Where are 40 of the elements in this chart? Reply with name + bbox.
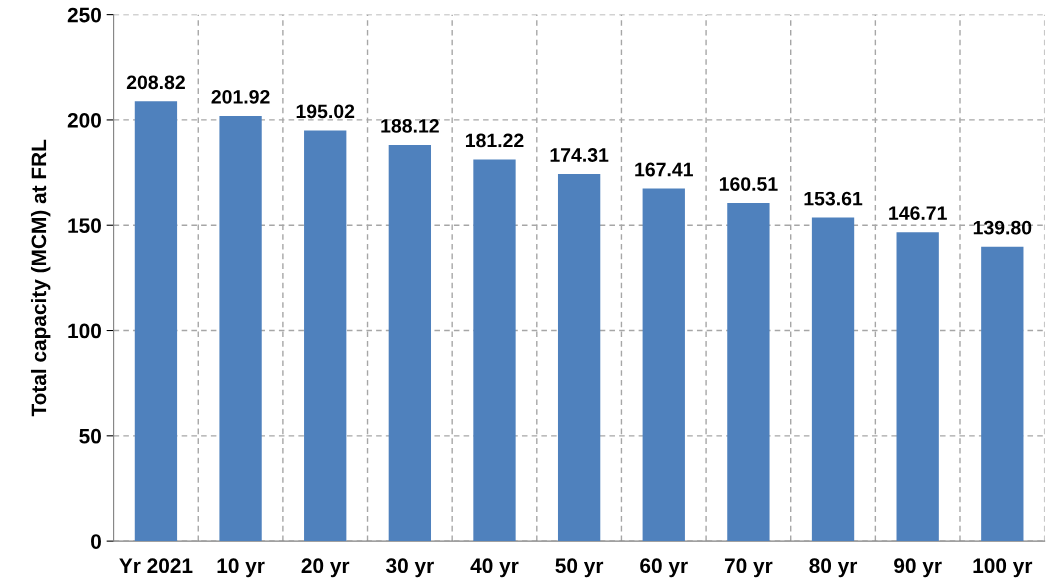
y-axis-title: Total capacity (MCM) at FRL [30, 139, 51, 417]
data-label: 181.22 [465, 133, 524, 148]
x-tick-label: Yr 2021 [119, 558, 193, 574]
x-tick-label: 40 yr [470, 558, 519, 578]
bar [896, 232, 939, 542]
data-label: 167.41 [635, 162, 693, 177]
x-tick-label: 30 yr [386, 558, 434, 578]
y-tick-label: 50 [79, 428, 101, 444]
bar [981, 246, 1024, 542]
x-tick-label: 50 yr [555, 558, 604, 578]
bar [811, 217, 855, 542]
data-label: 153.61 [804, 191, 863, 206]
x-tick-label: 20 yr [301, 558, 350, 578]
x-tick-label: 70 yr [724, 558, 773, 578]
bar [642, 188, 685, 542]
data-label: 188.12 [381, 119, 439, 133]
bar [134, 101, 178, 542]
bar [473, 159, 516, 542]
bar [557, 174, 601, 542]
data-label: 160.51 [719, 177, 778, 191]
x-tick-label: 60 yr [640, 558, 688, 578]
y-tick-label: 150 [68, 218, 101, 233]
bar [727, 203, 770, 542]
y-tick-label: 200 [67, 112, 101, 128]
data-label: 146.71 [889, 206, 947, 220]
x-tick-label: 90 yr [894, 558, 942, 578]
x-tick-label: 10 yr [217, 558, 265, 578]
x-tick-label: 100 yr [973, 558, 1033, 578]
bar [219, 115, 262, 542]
data-label: 208.82 [126, 75, 185, 90]
data-label: 174.31 [550, 148, 609, 162]
data-label: 139.80 [973, 220, 1032, 235]
y-tick-label: 250 [67, 7, 101, 23]
y-tick-label: 100 [68, 323, 101, 339]
bar [304, 130, 347, 542]
data-label: 201.92 [211, 89, 270, 104]
y-tick-label: 0 [91, 534, 101, 549]
bar [388, 144, 432, 542]
data-label: 195.02 [296, 104, 355, 119]
x-tick-label: 80 yr [809, 558, 858, 578]
